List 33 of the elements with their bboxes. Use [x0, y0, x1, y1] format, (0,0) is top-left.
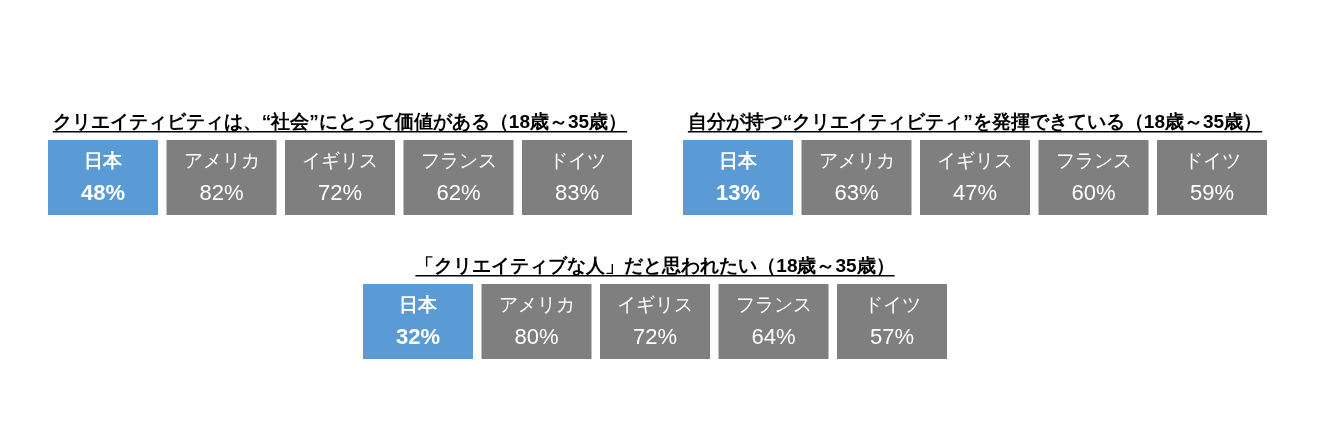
- category-label: ドイツ: [863, 294, 921, 316]
- data-label: 59%: [1189, 180, 1235, 206]
- category-label: アメリカ: [818, 150, 895, 172]
- data-label: 57%: [869, 324, 915, 350]
- category-label: フランス: [735, 294, 812, 316]
- data-label: 62%: [436, 180, 481, 206]
- category-label: フランス: [1055, 150, 1132, 172]
- data-label: 47%: [952, 180, 998, 206]
- category-label: 日本: [399, 294, 438, 316]
- category-label: ドイツ: [1183, 150, 1241, 172]
- category-label: イギリス: [617, 294, 693, 316]
- data-label: 64%: [751, 324, 796, 350]
- category-label: アメリカ: [498, 294, 575, 316]
- data-label: 72%: [317, 180, 363, 206]
- category-label: フランス: [420, 150, 497, 172]
- data-label: 48%: [80, 180, 126, 206]
- category-label: 日本: [719, 150, 758, 172]
- category-label: 日本: [84, 150, 123, 172]
- data-label: 72%: [632, 324, 678, 350]
- data-label: 32%: [395, 324, 441, 350]
- category-label: イギリス: [302, 150, 378, 172]
- category-label: アメリカ: [183, 150, 260, 172]
- data-label: 82%: [199, 180, 244, 206]
- data-label: 60%: [1071, 180, 1116, 206]
- category-label: イギリス: [937, 150, 1013, 172]
- text: 自分が持つ“クリエイティビティ”を発揮できている（18歳～35歳）: [687, 111, 1263, 132]
- data-label: 80%: [514, 324, 559, 350]
- text: 「クリエイティブな人」だと思われたい（18歳～35歳）: [415, 255, 895, 276]
- category-label: ドイツ: [548, 150, 606, 172]
- data-label: 63%: [834, 180, 879, 206]
- text: クリエイティビティは、“社会”にとって価値がある（18歳～35歳）: [52, 111, 628, 132]
- data-label: 13%: [715, 180, 761, 206]
- data-label: 83%: [554, 180, 600, 206]
